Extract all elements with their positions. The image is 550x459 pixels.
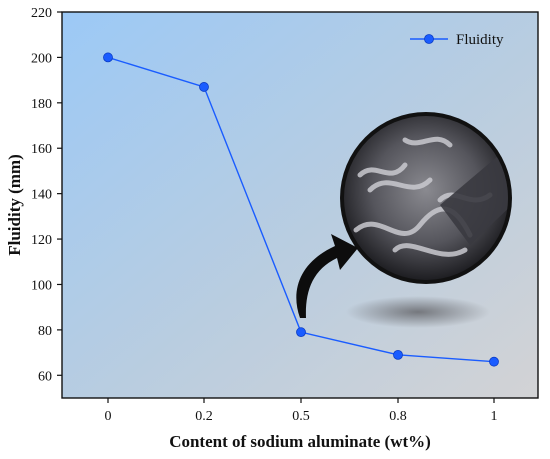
data-point [199,82,209,92]
y-axis: 60 80 100 120 140 160 180 200 220 [31,6,62,384]
x-tick-label: 0.5 [292,409,310,424]
y-tick-label: 80 [38,324,52,339]
fluidity-series [103,52,499,367]
data-point [103,52,113,63]
x-tick-label: 1 [491,409,498,424]
y-tick-label: 120 [31,233,52,248]
y-tick-label: 60 [38,369,52,384]
y-tick-label: 140 [31,188,52,203]
y-tick-label: 100 [31,278,52,293]
x-axis-title: Content of sodium aluminate (wt%) [169,432,431,451]
y-tick-label: 180 [31,97,52,112]
y-axis-title: Fluidity (mm) [5,154,24,256]
x-tick-label: 0 [105,409,112,424]
legend-label: Fluidity [456,32,504,48]
curved-arrow-icon [296,234,358,318]
x-tick-label: 0.2 [195,409,213,424]
legend-marker-icon [424,34,434,44]
data-point [393,349,403,360]
y-tick-label: 220 [31,6,52,21]
photo-inset [340,112,512,328]
y-tick-label: 200 [31,51,52,66]
x-axis: 0 0.2 0.5 0.8 1 [105,398,498,424]
y-tick-label: 160 [31,142,52,157]
data-point [489,356,499,367]
legend: Fluidity [410,32,504,48]
data-point [296,327,306,338]
x-tick-label: 0.8 [389,409,407,424]
